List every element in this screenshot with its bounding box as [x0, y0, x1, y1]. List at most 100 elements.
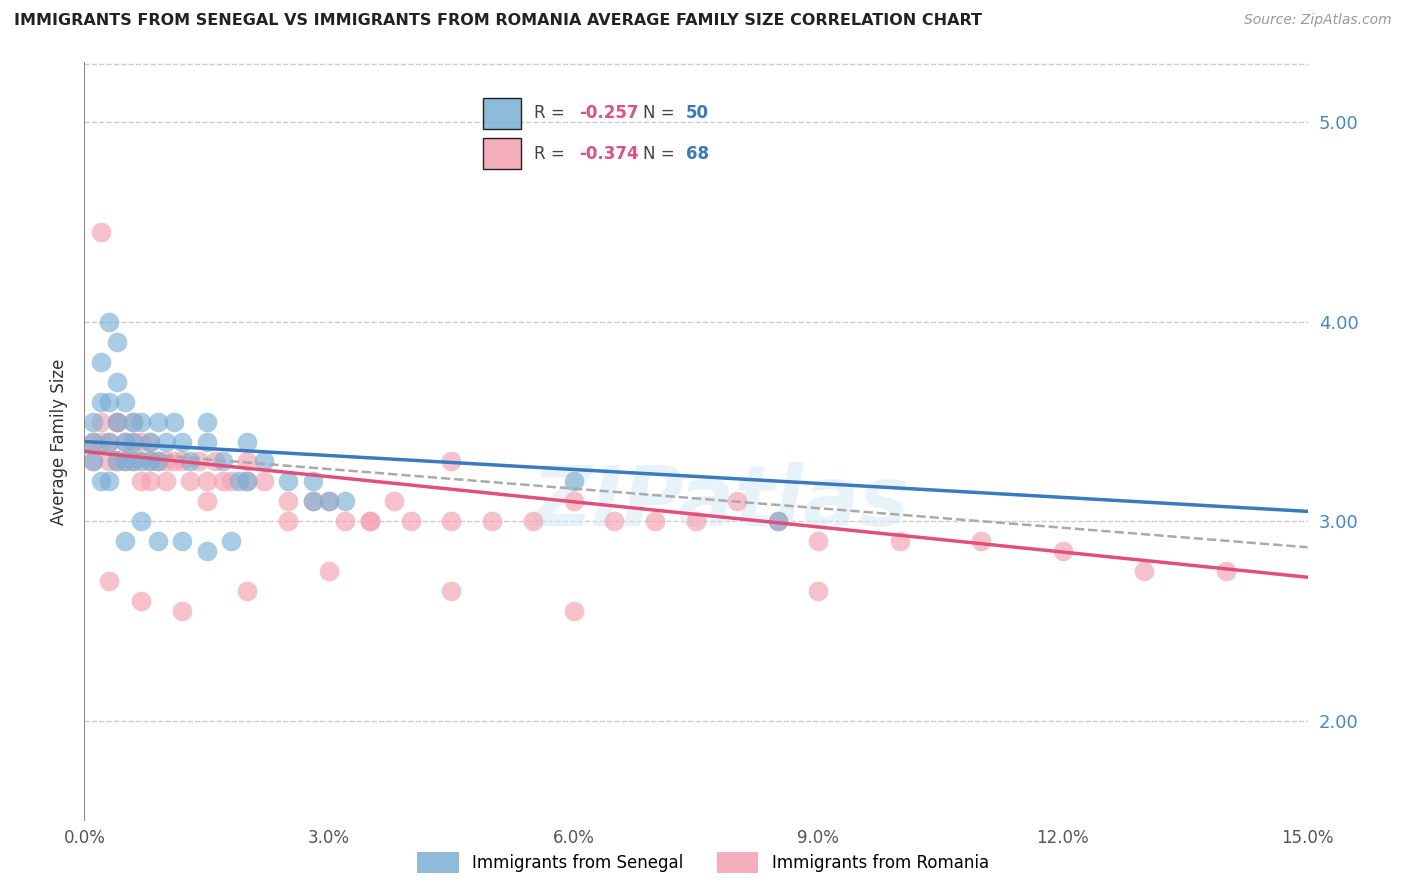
- Point: [172, 454, 194, 468]
- Point: [146, 454, 169, 468]
- Point: [172, 604, 194, 618]
- Point: [114, 434, 136, 449]
- Point: [105, 415, 128, 429]
- Point: [122, 454, 145, 468]
- Point: [105, 415, 128, 429]
- Point: [1215, 564, 1237, 578]
- Point: [146, 454, 169, 468]
- Point: [163, 415, 186, 429]
- Point: [195, 475, 218, 489]
- Point: [122, 415, 145, 429]
- Point: [399, 514, 422, 528]
- Point: [212, 475, 235, 489]
- Point: [146, 534, 169, 549]
- Point: [90, 394, 112, 409]
- Text: ZIPatlas: ZIPatlas: [531, 462, 910, 542]
- Point: [236, 434, 259, 449]
- Point: [179, 454, 201, 468]
- Legend: Immigrants from Senegal, Immigrants from Romania: Immigrants from Senegal, Immigrants from…: [411, 846, 995, 880]
- Point: [105, 454, 128, 468]
- Text: 50: 50: [686, 104, 709, 122]
- Point: [195, 494, 218, 508]
- Point: [90, 475, 112, 489]
- Point: [236, 475, 259, 489]
- Point: [97, 434, 120, 449]
- Point: [82, 415, 104, 429]
- Point: [122, 415, 145, 429]
- Text: -0.257: -0.257: [579, 104, 638, 122]
- Y-axis label: Average Family Size: Average Family Size: [49, 359, 67, 524]
- Point: [163, 454, 186, 468]
- FancyBboxPatch shape: [484, 138, 522, 169]
- FancyBboxPatch shape: [484, 98, 522, 129]
- Point: [105, 375, 128, 389]
- Point: [725, 494, 748, 508]
- Point: [219, 475, 242, 489]
- Point: [82, 454, 104, 468]
- Point: [440, 454, 463, 468]
- Point: [146, 415, 169, 429]
- Point: [318, 494, 340, 508]
- Point: [82, 434, 104, 449]
- Text: N =: N =: [643, 145, 679, 163]
- Point: [253, 475, 276, 489]
- Point: [766, 514, 789, 528]
- Point: [277, 494, 299, 508]
- Point: [318, 564, 340, 578]
- Point: [90, 225, 112, 239]
- Point: [195, 415, 218, 429]
- Point: [301, 494, 323, 508]
- Point: [122, 434, 145, 449]
- Point: [236, 475, 259, 489]
- Point: [562, 494, 585, 508]
- Point: [114, 454, 136, 468]
- Point: [253, 454, 276, 468]
- Point: [105, 334, 128, 349]
- Point: [807, 534, 830, 549]
- Point: [440, 584, 463, 599]
- Point: [359, 514, 381, 528]
- Point: [522, 514, 544, 528]
- Point: [155, 454, 177, 468]
- Point: [114, 434, 136, 449]
- Point: [105, 415, 128, 429]
- Point: [131, 454, 153, 468]
- Point: [212, 454, 235, 468]
- Text: R =: R =: [534, 104, 569, 122]
- Point: [481, 514, 503, 528]
- Text: R =: R =: [534, 145, 569, 163]
- Point: [131, 415, 153, 429]
- Point: [195, 434, 218, 449]
- Point: [138, 454, 160, 468]
- Text: N =: N =: [643, 104, 679, 122]
- Point: [131, 475, 153, 489]
- Point: [138, 434, 160, 449]
- Point: [889, 534, 911, 549]
- Point: [1133, 564, 1156, 578]
- Point: [644, 514, 666, 528]
- Point: [114, 534, 136, 549]
- Point: [318, 494, 340, 508]
- Point: [301, 494, 323, 508]
- Point: [82, 434, 104, 449]
- Point: [236, 584, 259, 599]
- Point: [131, 514, 153, 528]
- Point: [204, 454, 226, 468]
- Point: [114, 394, 136, 409]
- Point: [236, 454, 259, 468]
- Point: [97, 475, 120, 489]
- Point: [131, 594, 153, 608]
- Point: [335, 514, 357, 528]
- Point: [277, 514, 299, 528]
- Point: [1052, 544, 1074, 558]
- Point: [172, 534, 194, 549]
- Point: [603, 514, 626, 528]
- Point: [97, 315, 120, 329]
- Point: [138, 475, 160, 489]
- Point: [179, 475, 201, 489]
- Text: 68: 68: [686, 145, 709, 163]
- Point: [97, 434, 120, 449]
- Point: [187, 454, 209, 468]
- Point: [685, 514, 707, 528]
- Point: [155, 434, 177, 449]
